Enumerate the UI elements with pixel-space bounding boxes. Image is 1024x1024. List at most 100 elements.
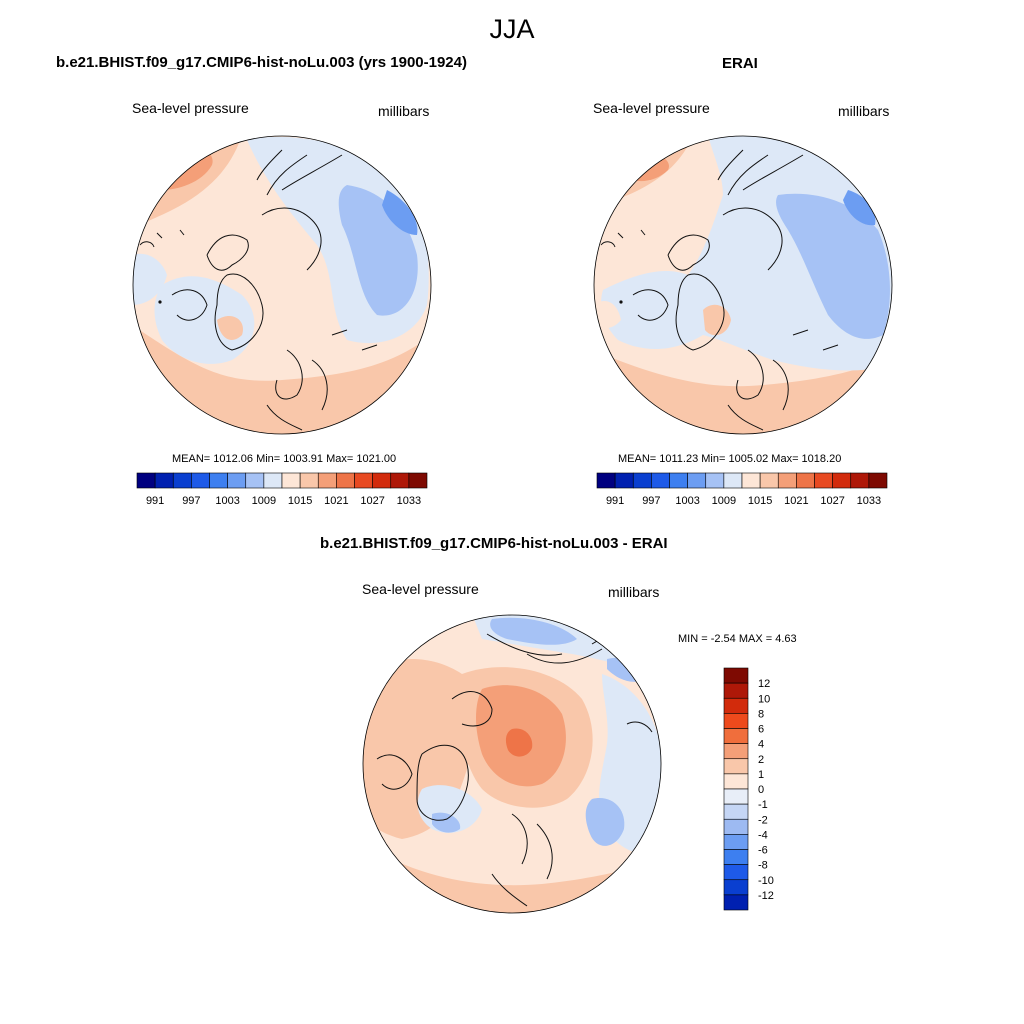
colorbar-swatch <box>651 472 670 489</box>
panel2-field-atlantic-high <box>594 301 621 329</box>
colorbar-swatch <box>723 682 749 699</box>
colorbar-swatch <box>723 864 749 881</box>
panel3-field-negative-pacific-core <box>490 617 577 645</box>
colorbar-swatch <box>723 758 749 775</box>
colorbar-swatch <box>759 472 779 489</box>
panel3-field-negative-greenland-core <box>432 812 461 833</box>
panel2-field-asia-low <box>601 136 892 371</box>
colorbar-swatch <box>723 728 749 744</box>
panel1-units: millibars <box>378 103 430 119</box>
colorbar-swatch <box>209 472 228 489</box>
colorbar-label: 991 <box>146 495 164 507</box>
colorbar-label: -2 <box>758 814 768 826</box>
panel2-stats: MEAN= 1011.23 Min= 1005.02 Max= 1018.20 <box>618 453 842 465</box>
colorbar-label: 997 <box>642 495 660 507</box>
colorbar-swatch <box>154 472 174 489</box>
panel2-variable: Sea-level pressure <box>593 100 710 116</box>
colorbar-swatch <box>614 472 634 489</box>
panel2-map <box>593 135 893 435</box>
colorbar-label: 1003 <box>675 495 699 507</box>
colorbar-swatch <box>632 472 652 489</box>
colorbar-swatch <box>390 472 410 489</box>
colorbar-label: 1 <box>758 769 764 781</box>
panel2-field-asia-core <box>776 193 890 339</box>
colorbar-label: 1003 <box>215 495 239 507</box>
colorbar-swatch <box>281 472 301 489</box>
colorbar-label: 1015 <box>748 495 772 507</box>
colorbar-swatch <box>723 818 749 835</box>
colorbar-label: 1027 <box>820 495 844 507</box>
colorbar-label: 997 <box>182 495 200 507</box>
colorbar-swatch <box>136 472 156 489</box>
colorbar-swatch <box>741 472 761 489</box>
panel1-field-ring <box>133 325 431 434</box>
colorbar-swatch <box>723 803 749 820</box>
colorbar-swatch <box>299 472 319 489</box>
colorbar-swatch <box>354 472 373 489</box>
colorbar-swatch <box>723 894 749 911</box>
panel3-stats: MIN = -2.54 MAX = 4.63 <box>678 633 797 645</box>
colorbar-swatch <box>227 472 247 489</box>
panel3-field-positive-max <box>505 728 533 757</box>
colorbar-swatch <box>723 834 749 850</box>
colorbar-swatch <box>723 697 749 714</box>
colorbar-swatch <box>796 472 815 489</box>
panel1-map <box>132 135 432 435</box>
colorbar-swatch <box>687 472 707 489</box>
panel1-title: b.e21.BHIST.f09_g17.CMIP6-hist-noLu.003 … <box>56 54 467 71</box>
colorbar-label: 6 <box>758 724 764 736</box>
colorbar-label: 1033 <box>397 495 421 507</box>
colorbar-label: 1015 <box>288 495 312 507</box>
colorbar-label: 2 <box>758 754 764 766</box>
panel1-variable: Sea-level pressure <box>132 100 249 116</box>
colorbar-swatch <box>317 472 337 489</box>
colorbar-label: 1009 <box>252 495 276 507</box>
colorbar-swatch <box>408 472 428 489</box>
panel3-variable: Sea-level pressure <box>362 581 479 597</box>
colorbar-swatch <box>669 472 688 489</box>
panel2-title: ERAI <box>722 55 758 72</box>
colorbar-label: 10 <box>758 693 770 705</box>
colorbar-label: -8 <box>758 860 768 872</box>
colorbar-swatch <box>723 773 749 790</box>
colorbar-swatch <box>723 788 749 805</box>
panel1-field-greenland-high <box>217 315 243 340</box>
colorbar-swatch <box>814 472 833 489</box>
colorbar-swatch <box>723 879 749 896</box>
colorbar-swatch <box>723 849 749 865</box>
panel1-field-west-low <box>133 253 167 305</box>
colorbar-label: -6 <box>758 845 768 857</box>
colorbar-swatch <box>777 472 797 489</box>
colorbar-label: 0 <box>758 784 764 796</box>
colorbar-swatch <box>723 713 749 729</box>
colorbar-label: 1021 <box>784 495 808 507</box>
colorbar-swatch <box>868 472 888 489</box>
colorbar-swatch <box>596 472 616 489</box>
colorbar-swatch <box>172 472 192 489</box>
colorbar-label: 991 <box>606 495 624 507</box>
panel1-field-asia-min <box>382 190 418 235</box>
panel3-units: millibars <box>608 584 660 600</box>
colorbar-label: -1 <box>758 799 768 811</box>
panel2-field-asia-min <box>843 190 876 226</box>
panel2-colorbar: 991 997 1003 1009 1015 1021 1027 1033 <box>596 472 888 507</box>
panel1-stats: MEAN= 1012.06 Min= 1003.91 Max= 1021.00 <box>172 453 397 465</box>
colorbar-swatch <box>723 472 743 489</box>
colorbar-swatch <box>850 472 870 489</box>
colorbar-label: 1027 <box>360 495 384 507</box>
colorbar-label: -10 <box>758 875 774 887</box>
panel3-title: b.e21.BHIST.f09_g17.CMIP6-hist-noLu.003 … <box>320 535 668 552</box>
colorbar-label: 1009 <box>712 495 736 507</box>
colorbar-label: -12 <box>758 890 774 902</box>
colorbar-swatch <box>372 472 392 489</box>
colorbar-swatch <box>263 472 283 489</box>
colorbar-swatch <box>723 667 749 684</box>
colorbar-label: 1033 <box>857 495 881 507</box>
colorbar-label: -4 <box>758 829 768 841</box>
colorbar-swatch <box>723 743 749 760</box>
colorbar-label: 1021 <box>324 495 348 507</box>
colorbar-label: 12 <box>758 678 770 690</box>
panel3-field-negative-eurasia-core <box>585 798 625 846</box>
panel1-colorbar: 991 997 1003 1009 1015 1021 1027 1033 <box>136 472 428 507</box>
